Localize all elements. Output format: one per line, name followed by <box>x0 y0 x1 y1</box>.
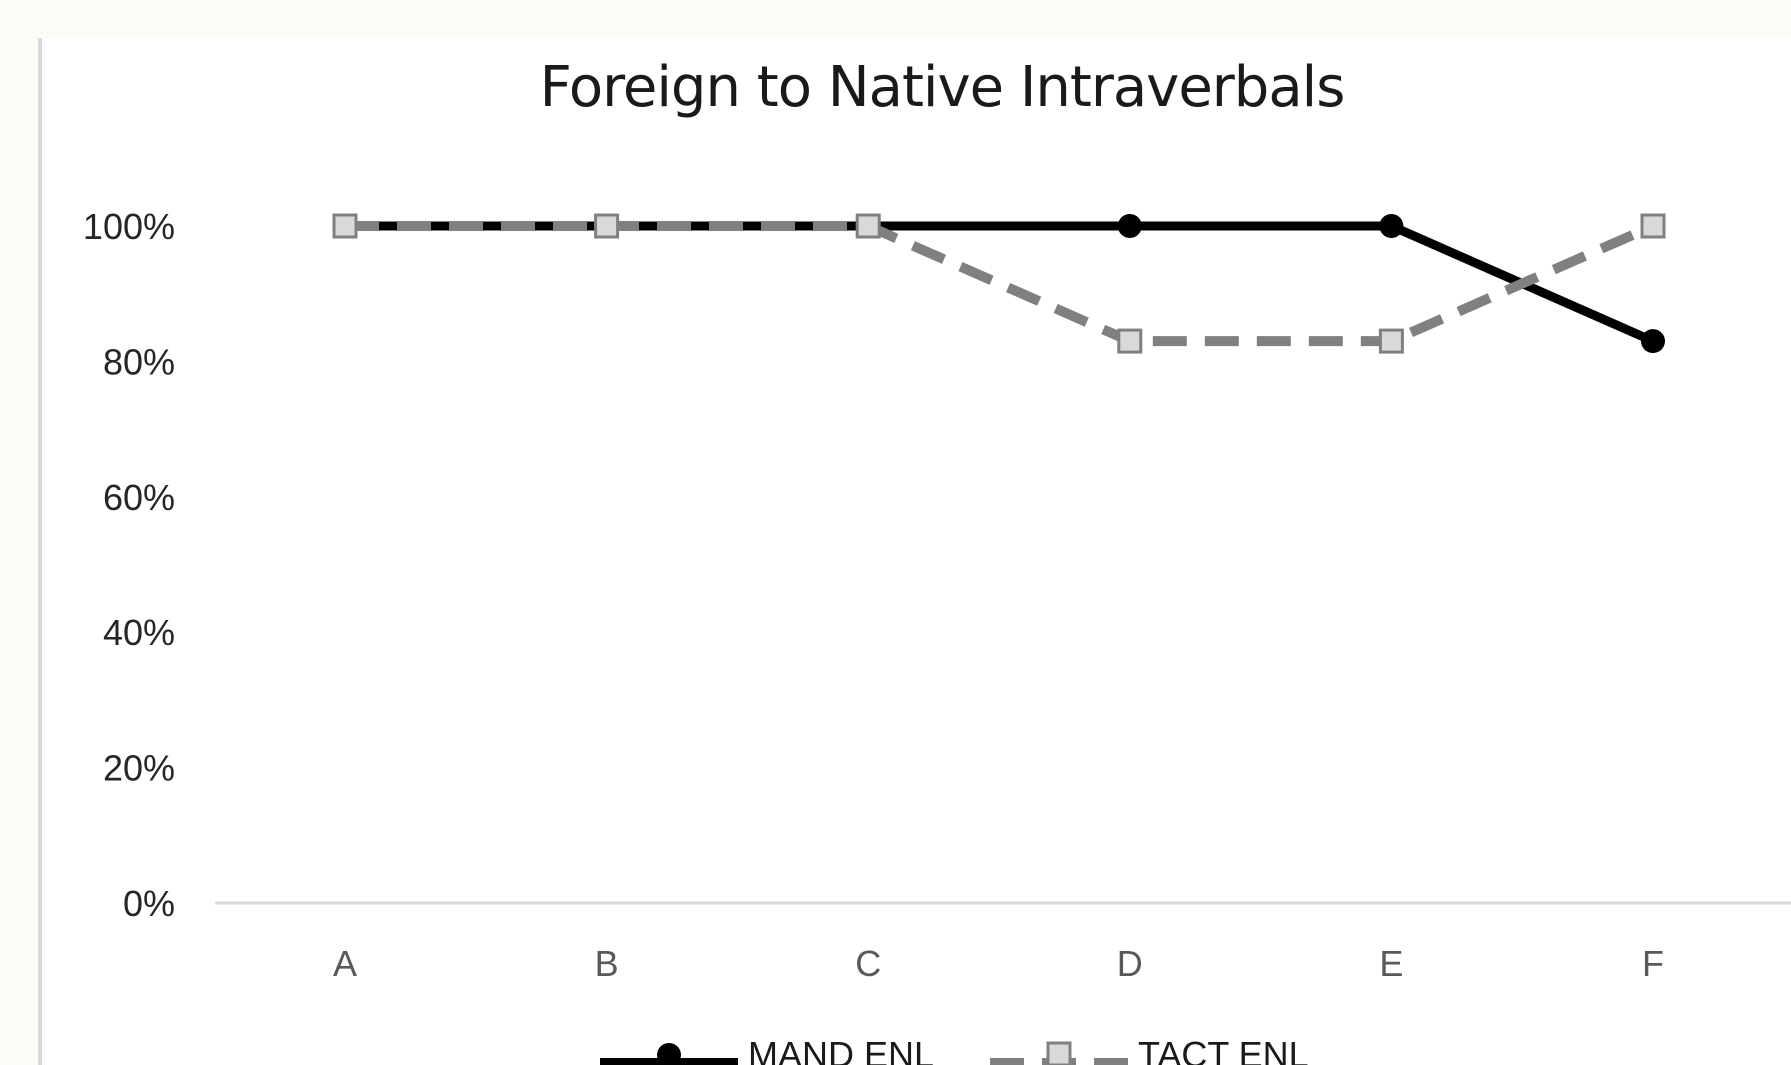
y-tick-label: 60% <box>103 477 175 518</box>
legend-item: MAND ENL <box>600 1034 934 1065</box>
legend-swatch-marker <box>657 1043 681 1065</box>
data-point <box>1379 214 1404 238</box>
x-axis: A B C D E F <box>215 901 1791 984</box>
legend-label: MAND ENL <box>748 1034 934 1065</box>
legend-label: TACT ENL <box>1138 1034 1309 1065</box>
x-tick-label: B <box>595 943 619 984</box>
data-point <box>1117 328 1143 354</box>
series-line <box>345 221 1655 346</box>
x-tick-label: A <box>333 943 357 984</box>
legend-item: TACT ENL <box>990 1034 1309 1065</box>
y-axis: 0% 20% 40% 60% 80% 100% <box>83 206 175 924</box>
series-line <box>345 221 1656 347</box>
y-tick-label: 80% <box>103 341 175 382</box>
series-mand-enl <box>333 214 1665 354</box>
x-tick-label: F <box>1642 943 1664 984</box>
chart-area <box>38 38 1791 1065</box>
x-tick-label: D <box>1117 943 1143 984</box>
x-tick-label: E <box>1379 943 1403 984</box>
legend-swatch-marker <box>1046 1041 1072 1065</box>
data-point <box>1641 329 1665 354</box>
legend: MAND ENL TACT ENL <box>600 1034 1309 1065</box>
x-tick-label: C <box>855 943 881 984</box>
y-tick-label: 0% <box>123 883 175 924</box>
series-group <box>332 213 1666 354</box>
data-point <box>855 213 881 239</box>
data-point <box>1378 328 1404 354</box>
y-tick-label: 100% <box>83 206 175 247</box>
data-point <box>332 213 358 239</box>
y-tick-label: 20% <box>103 748 175 789</box>
y-tick-label: 40% <box>103 612 175 653</box>
data-point <box>1117 214 1142 238</box>
chart-title: Foreign to Native Intraverbals <box>540 55 1345 120</box>
data-point <box>1640 213 1666 239</box>
series-tact-enl <box>332 213 1666 354</box>
data-point <box>594 213 620 239</box>
